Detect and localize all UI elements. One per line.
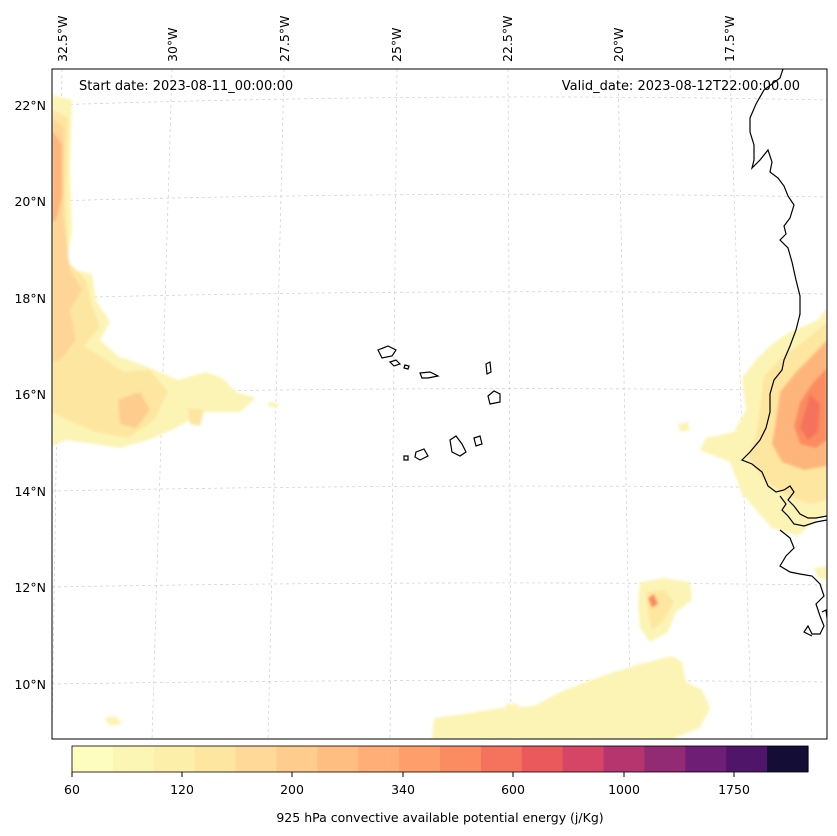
colorbar-tick-label: 200 (280, 782, 304, 797)
lat-label: 14°N (14, 484, 46, 499)
lon-label: 17.5°W (722, 16, 737, 62)
colorbar-tick-label: 600 (501, 782, 525, 797)
lon-label: 27.5°W (277, 16, 292, 62)
lon-label: 30°W (165, 27, 180, 62)
lat-label: 12°N (14, 580, 46, 595)
colorbar-swatch (521, 746, 564, 772)
colorbar-swatch (194, 746, 237, 772)
colorbar-frame (71, 745, 809, 773)
cape-field-south (104, 578, 710, 739)
latitude-labels: 22°N 20°N 18°N 16°N 14°N 12°N 10°N (14, 98, 46, 692)
colorbar-tick-label: 60 (64, 782, 80, 797)
colorbar: 60 120 200 340 600 1000 1750 925 hPa con… (64, 745, 809, 825)
colorbar-swatch (72, 746, 114, 772)
start-date-label: Start date: 2023-08-11_00:00:00 (79, 79, 293, 94)
colorbar-swatch (685, 746, 727, 772)
lat-label: 20°N (14, 194, 46, 209)
colorbar-tick-label: 1000 (608, 782, 640, 797)
cape-verde-islands (377, 345, 501, 461)
colorbar-tick-label: 340 (391, 782, 415, 797)
lat-label: 18°N (14, 291, 46, 306)
colorbar-swatch (603, 746, 646, 772)
lat-label: 22°N (14, 98, 46, 113)
cape-field-west (52, 95, 280, 448)
colorbar-swatch (399, 746, 441, 772)
colorbar-tick-label: 1750 (718, 782, 750, 797)
colorbar-label: 925 hPa convective available potential e… (276, 810, 603, 825)
colorbar-swatch (440, 746, 482, 772)
lon-label: 22.5°W (500, 16, 515, 62)
colorbar-ticks (71, 772, 735, 777)
colorbar-swatch (726, 746, 768, 772)
lon-label: 25°W (389, 27, 404, 62)
colorbar-swatch (153, 746, 196, 772)
colorbar-swatch (358, 746, 400, 772)
longitude-labels: 32.5°W 30°W 27.5°W 25°W 22.5°W 20°W 17.5… (55, 16, 737, 62)
colorbar-swatch (112, 746, 155, 772)
colorbar-swatch (767, 746, 809, 772)
africa-coastline (740, 69, 827, 637)
valid-date-label: Valid_date: 2023-08-12T22:00:00.00 (562, 79, 800, 94)
lon-label: 20°W (611, 27, 626, 62)
cape-field-east (678, 308, 827, 580)
colorbar-swatch (317, 746, 359, 772)
lat-label: 10°N (14, 677, 46, 692)
colorbar-swatch (276, 746, 318, 772)
lat-label: 16°N (14, 387, 46, 402)
lon-label: 32.5°W (55, 16, 70, 62)
colorbar-swatch (235, 746, 278, 772)
colorbar-tick-label: 120 (170, 782, 194, 797)
colorbar-swatch (480, 746, 523, 772)
map-frame (51, 68, 828, 740)
colorbar-swatch (562, 746, 605, 772)
colorbar-swatch (644, 746, 686, 772)
